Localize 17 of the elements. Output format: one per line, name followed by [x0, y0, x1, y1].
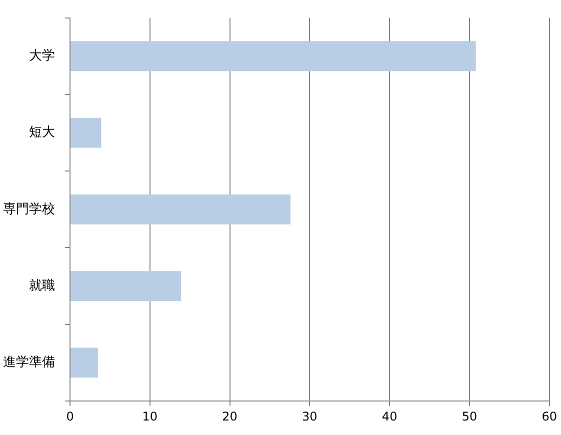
y-tick-label: 就職 — [29, 278, 55, 294]
y-tick-label: 進学準備 — [3, 355, 55, 370]
bar — [70, 118, 102, 148]
x-tick-label: 0 — [66, 409, 74, 424]
x-tick-label: 60 — [542, 409, 558, 424]
bar — [70, 271, 182, 301]
y-tick-label: 大学 — [29, 48, 55, 64]
x-tick-label: 20 — [222, 409, 238, 424]
bar — [70, 41, 476, 72]
x-tick-label: 50 — [462, 409, 478, 424]
x-tick-label: 40 — [382, 409, 398, 424]
y-tick-label: 専門学校 — [3, 202, 55, 217]
x-tick-label: 30 — [302, 409, 318, 424]
bar — [70, 194, 291, 224]
y-tick-label: 短大 — [29, 125, 55, 140]
bar — [70, 348, 98, 378]
x-tick-label: 10 — [142, 409, 158, 424]
